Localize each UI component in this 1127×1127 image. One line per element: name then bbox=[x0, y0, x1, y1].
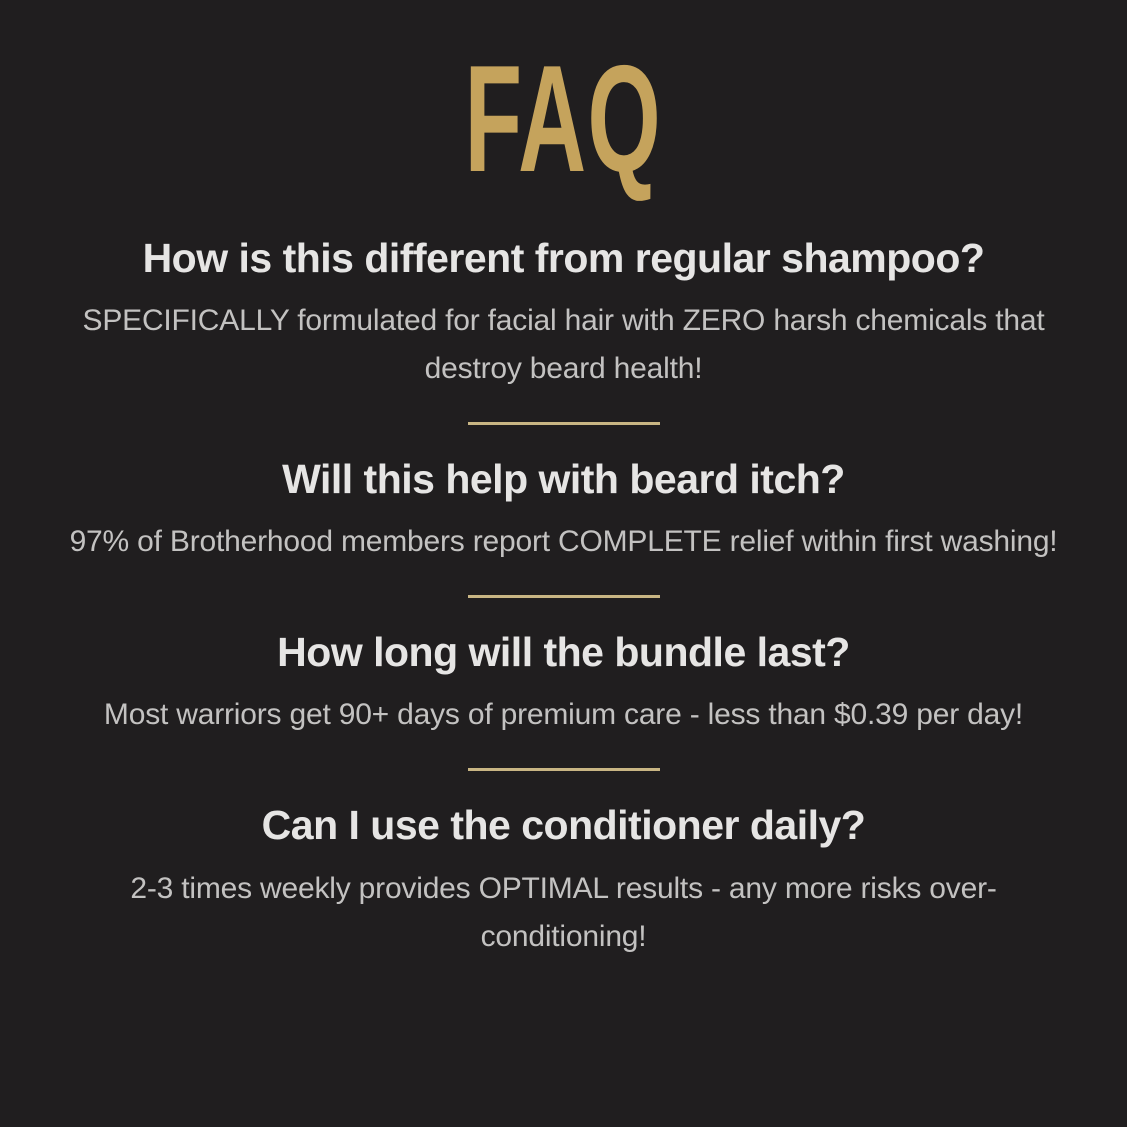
section-divider-3 bbox=[467, 768, 660, 772]
faq-question-4: Can I use the conditioner daily? bbox=[261, 802, 866, 849]
faq-answer-2: 97% of Brotherhood members report COMPLE… bbox=[69, 525, 1058, 559]
faq-question-1: How is this different from regular shamp… bbox=[142, 234, 985, 281]
faq-item-2: Will this help with beard itch? 97% of B… bbox=[44, 455, 1084, 566]
page-title: FAQ bbox=[464, 34, 663, 204]
faq-item-1: How is this different from regular shamp… bbox=[44, 234, 1084, 393]
faq-question-3: How long will the bundle last? bbox=[277, 629, 850, 676]
faq-answer-4: 2-3 times weekly provides OPTIMAL result… bbox=[130, 871, 997, 953]
faq-answer-1: SPECIFICALLY formulated for facial hair … bbox=[82, 304, 1045, 386]
section-divider-2 bbox=[467, 595, 660, 599]
faq-item-4: Can I use the conditioner daily? 2-3 tim… bbox=[44, 801, 1084, 960]
section-divider-1 bbox=[467, 422, 660, 426]
faq-answer-3: Most warriors get 90+ days of premium ca… bbox=[103, 698, 1024, 732]
faq-question-2: Will this help with beard itch? bbox=[282, 456, 845, 503]
faq-item-3: How long will the bundle last? Most warr… bbox=[44, 628, 1084, 739]
